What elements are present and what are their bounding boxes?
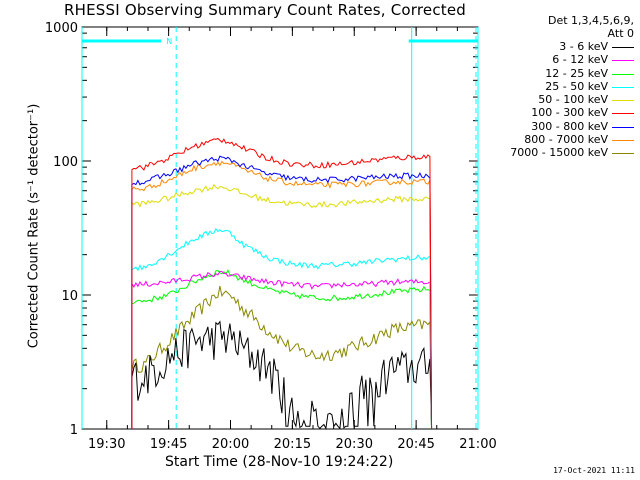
legend-swatch bbox=[612, 86, 634, 88]
chart-title: RHESSI Observing Summary Count Rates, Co… bbox=[64, 1, 467, 19]
legend-entry: 12 - 25 keV bbox=[480, 67, 638, 80]
y-tick-label: 10 bbox=[61, 289, 78, 304]
series-line-50-100keV bbox=[131, 183, 433, 430]
x-tick-label: 21:00 bbox=[459, 437, 496, 452]
x-tick-label: 19:45 bbox=[150, 437, 187, 452]
legend-swatch bbox=[612, 140, 634, 142]
legend-entry: 3 - 6 keV bbox=[480, 40, 638, 53]
series-line-7000-15000keV bbox=[131, 285, 433, 430]
y-tick-label: 100 bbox=[53, 155, 78, 170]
legend-entry: 25 - 50 keV bbox=[480, 80, 638, 93]
x-tick-label: 20:45 bbox=[397, 437, 434, 452]
legend-swatch bbox=[612, 153, 634, 155]
series-line-100-300keV bbox=[131, 137, 433, 430]
legend-label: 300 - 800 keV bbox=[531, 119, 608, 133]
series-line-300-800keV bbox=[131, 155, 433, 430]
series-line-6-12keV bbox=[131, 270, 433, 430]
flag-bar-label: N bbox=[166, 37, 172, 46]
y-axis-label: Corrected Count Rate (s⁻¹ detector⁻¹) bbox=[26, 103, 42, 349]
series-line-12-25keV bbox=[131, 269, 433, 430]
legend-label: 800 - 7000 keV bbox=[524, 133, 608, 147]
legend-entries: 3 - 6 keV 6 - 12 keV 12 - 25 keV 25 - 50 ke… bbox=[480, 40, 638, 160]
legend-label: 50 - 100 keV bbox=[538, 93, 608, 107]
legend-swatch bbox=[612, 113, 634, 115]
legend-label: 100 - 300 keV bbox=[531, 106, 608, 120]
legend-swatch bbox=[612, 47, 634, 48]
legend-header-detectors: Det 1,3,4,5,6,9, bbox=[547, 14, 634, 27]
legend-label: 7000 - 15000 keV bbox=[510, 146, 608, 160]
series-line-800-7000keV bbox=[131, 160, 433, 430]
generation-timestamp: 17-Oct-2021 11:11 bbox=[553, 466, 635, 475]
legend-entry: 6 - 12 keV bbox=[480, 53, 638, 66]
legend-label: 3 - 6 keV bbox=[559, 40, 608, 53]
legend-header-attenuator: Att 0 bbox=[607, 27, 634, 40]
legend-entry: 100 - 300 keV bbox=[480, 106, 638, 119]
legend-entry: 50 - 100 keV bbox=[480, 93, 638, 106]
x-tick-label: 20:30 bbox=[336, 437, 373, 452]
legend-entry: 800 - 7000 keV bbox=[480, 133, 638, 146]
plot-frame bbox=[81, 26, 479, 430]
legend-label: 12 - 25 keV bbox=[545, 66, 608, 80]
series-line-25-50keV bbox=[131, 227, 433, 430]
legend-entry: 300 - 800 keV bbox=[480, 120, 638, 133]
x-tick-label: 19:30 bbox=[88, 437, 125, 452]
y-tick-label: 1000 bbox=[45, 21, 78, 36]
legend-label: 25 - 50 keV bbox=[545, 79, 608, 93]
x-tick-label: 20:00 bbox=[212, 437, 249, 452]
legend-swatch bbox=[612, 73, 634, 75]
legend-entry: 7000 - 15000 keV bbox=[480, 146, 638, 159]
y-tick-label: 1 bbox=[70, 423, 78, 438]
legend-label: 6 - 12 keV bbox=[552, 53, 608, 67]
legend-swatch bbox=[612, 60, 634, 62]
series-line-3-6keV bbox=[131, 320, 433, 431]
legend-swatch bbox=[612, 126, 634, 128]
x-tick-label: 20:15 bbox=[274, 437, 311, 452]
legend-swatch bbox=[612, 100, 634, 102]
legend: Det 1,3,4,5,6,9, Att 0 3 - 6 keV 6 - 12 k… bbox=[480, 14, 638, 160]
x-axis-label: Start Time (28-Nov-10 19:24:22) bbox=[165, 454, 394, 470]
